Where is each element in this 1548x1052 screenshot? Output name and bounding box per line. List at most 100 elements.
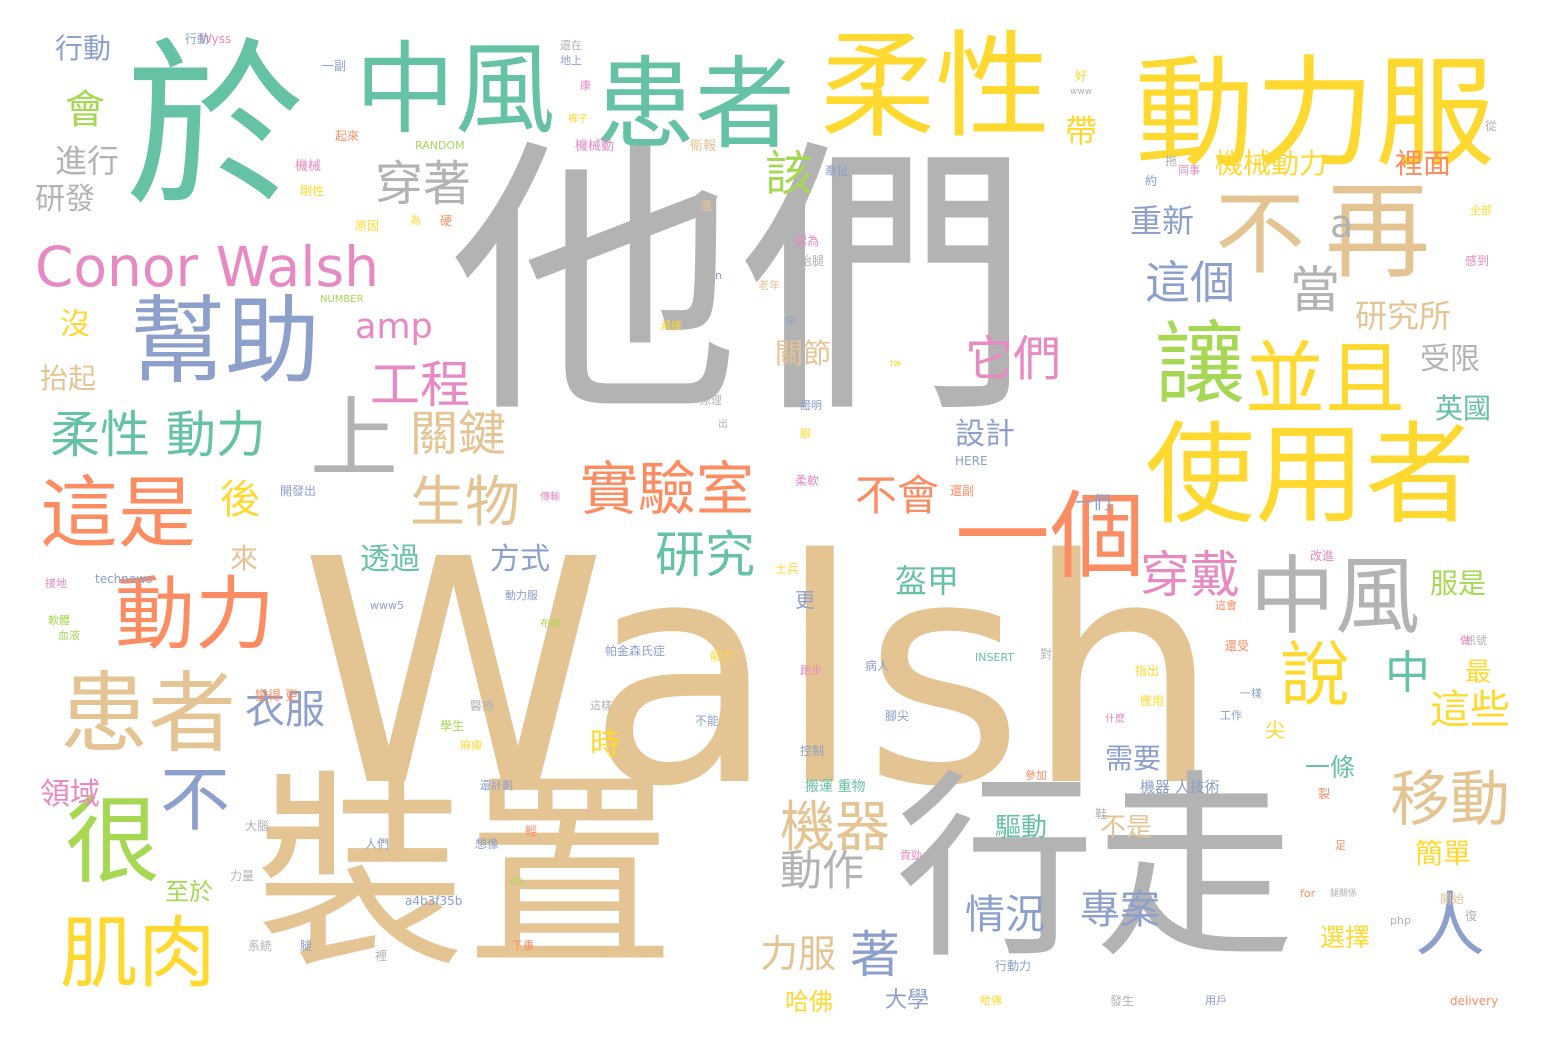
- cloud-word: 專案: [1080, 887, 1160, 933]
- cloud-word: 穿戴: [1140, 546, 1240, 604]
- cloud-word: 衛報: [690, 139, 717, 154]
- cloud-word: 讓: [1155, 312, 1245, 417]
- cloud-word: 裝置: [255, 752, 676, 997]
- cloud-word: 控制: [800, 744, 825, 758]
- cloud-word: 工程: [370, 356, 470, 414]
- cloud-word: 開始: [1440, 892, 1465, 906]
- cloud-word: for: [1300, 887, 1316, 900]
- cloud-word: 方式: [490, 542, 550, 577]
- cloud-word: 情況: [965, 892, 1045, 938]
- cloud-word: 當: [1290, 261, 1340, 319]
- cloud-word: 重新: [1130, 202, 1195, 240]
- cloud-word: 地上: [560, 54, 582, 67]
- cloud-word: technews: [95, 572, 153, 586]
- cloud-word: 更: [795, 588, 815, 612]
- cloud-word: 還副: [950, 484, 975, 498]
- cloud-word: 該: [765, 146, 814, 202]
- cloud-word: 同事: [1178, 164, 1200, 177]
- cloud-word: 至於: [165, 878, 213, 906]
- cloud-word: 腳: [800, 427, 811, 440]
- cloud-word: 上: [310, 387, 399, 490]
- cloud-word: 好: [1075, 69, 1088, 83]
- cloud-word: 研究所: [1355, 297, 1452, 335]
- cloud-word: www5: [370, 599, 404, 612]
- cloud-word: 時: [590, 727, 620, 762]
- cloud-word: 並且: [1245, 333, 1405, 426]
- cloud-word: 硬: [440, 214, 453, 228]
- cloud-word: 原因: [355, 219, 380, 233]
- cloud-word: 中風: [1250, 548, 1421, 647]
- cloud-word: 設計: [955, 417, 1015, 452]
- cloud-word: 機器: [780, 795, 891, 859]
- cloud-word: 著: [850, 926, 900, 984]
- cloud-word: 透過: [360, 542, 420, 577]
- cloud-word: 一條: [1305, 753, 1356, 782]
- cloud-word: cb: [510, 874, 524, 887]
- cloud-word: 變得 更: [255, 689, 299, 704]
- cloud-word: Wyss: [200, 32, 232, 46]
- cloud-word: 英國: [1435, 392, 1492, 425]
- cloud-word: 抬腿: [800, 254, 825, 268]
- cloud-word: 還受: [1225, 639, 1250, 653]
- cloud-word: 這些: [1430, 687, 1510, 733]
- cloud-word: 腳尖: [885, 709, 910, 723]
- cloud-word: 於: [125, 23, 306, 232]
- cloud-word: 遺: [700, 199, 713, 213]
- cloud-word: php: [1390, 914, 1411, 927]
- cloud-word: 穿著: [375, 156, 472, 212]
- cloud-word: amp: [355, 307, 433, 347]
- cloud-word: 實驗室: [580, 455, 755, 523]
- cloud-word: 力服: [760, 932, 837, 976]
- cloud-word: 患者: [60, 662, 237, 765]
- cloud-word: 貢勁: [900, 849, 922, 862]
- cloud-word: 還在: [560, 39, 582, 52]
- cloud-word: 下垂: [512, 939, 534, 952]
- cloud-word: 進行: [55, 142, 120, 180]
- cloud-word: 足: [1335, 839, 1346, 852]
- cloud-word: tw: [890, 359, 901, 369]
- cloud-word: 動力: [115, 568, 275, 661]
- cloud-word: 減接: [660, 319, 682, 332]
- cloud-word: 全部: [1470, 204, 1492, 217]
- cloud-word: 很: [65, 787, 161, 897]
- cloud-word: 做: [1460, 634, 1471, 647]
- cloud-word: NUMBER: [320, 294, 364, 305]
- cloud-word: 帶: [1065, 112, 1098, 150]
- cloud-word: 認為: [795, 234, 820, 248]
- cloud-word: 病人: [865, 659, 890, 673]
- cloud-word: 選擇: [1320, 923, 1371, 952]
- cloud-word: 最: [1465, 658, 1492, 688]
- cloud-word: 人: [1415, 884, 1485, 966]
- cloud-word: 再: [1325, 171, 1431, 293]
- cloud-word: 柔性: [820, 20, 1051, 154]
- cloud-word: 柔性 動力: [50, 406, 266, 464]
- cloud-word: 力量: [230, 869, 255, 883]
- cloud-word: 使用者: [1145, 411, 1475, 539]
- cloud-word: 傳輸: [540, 492, 560, 503]
- cloud-word: 這個: [1145, 256, 1236, 309]
- cloud-word: 士兵: [775, 562, 800, 576]
- cloud-word: 剛性: [300, 184, 325, 198]
- cloud-word: 血液: [58, 629, 80, 642]
- cloud-word: 行走: [895, 753, 1296, 986]
- cloud-word: 一個: [955, 482, 1146, 592]
- cloud-word: 機械: [295, 159, 322, 174]
- cloud-word: 受限: [1420, 342, 1480, 377]
- cloud-word: 應用: [1140, 694, 1165, 708]
- cloud-word: 關節: [775, 337, 832, 370]
- cloud-word: 中: [1385, 646, 1431, 699]
- cloud-word: 工作: [1220, 709, 1242, 722]
- cloud-word: 從: [1485, 119, 1498, 133]
- cloud-word: 行動力: [995, 959, 1032, 973]
- cloud-word: 關鍵: [410, 406, 507, 462]
- cloud-word: 什麼: [1105, 714, 1125, 725]
- cloud-word: 這是: [40, 469, 197, 559]
- cloud-word: 說: [1280, 634, 1350, 716]
- cloud-word: 會: [65, 87, 105, 133]
- cloud-word: 牽扯: [825, 164, 850, 178]
- cloud-word: 沒: [60, 307, 90, 342]
- cloud-word: www: [1070, 87, 1093, 97]
- cloud-word: 布爾: [540, 619, 560, 630]
- cloud-word: 尖: [1265, 718, 1285, 742]
- cloud-word: 機械動: [575, 139, 615, 154]
